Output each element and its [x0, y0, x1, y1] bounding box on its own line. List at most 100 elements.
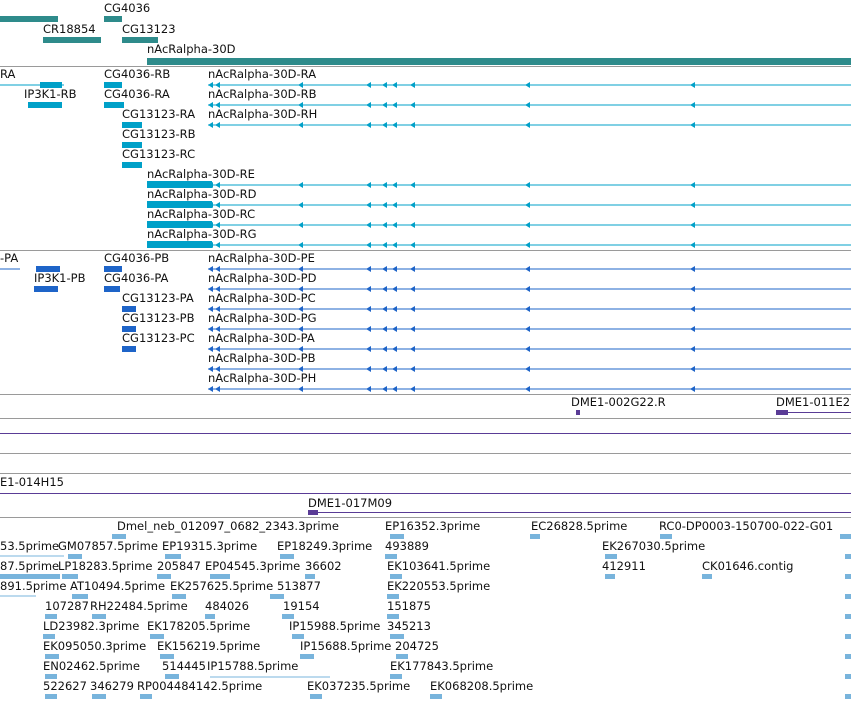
feature-label[interactable]: nAcRalpha-30D-PG — [208, 311, 317, 325]
feature-label[interactable]: DME1-017M09 — [308, 496, 393, 510]
feature-label[interactable]: EK095050.3prime — [43, 639, 147, 653]
feature-label[interactable]: 493889 — [385, 539, 429, 553]
feature-label[interactable]: 514445 — [162, 659, 206, 673]
gene-feature[interactable] — [0, 16, 58, 22]
feature-label[interactable]: EK156219.5prime — [157, 639, 261, 653]
clone-feature[interactable] — [776, 410, 788, 415]
feature-label[interactable]: IP15788.5prime — [207, 659, 299, 673]
transcript-glyphs-ra[interactable] — [0, 82, 851, 248]
feature-label[interactable]: LP18283.5prime — [58, 559, 153, 573]
feature-label[interactable]: EK068208.5prime — [430, 679, 534, 693]
feature-label[interactable]: EP18249.3prime — [277, 539, 373, 553]
feature-label[interactable]: 891.5prime — [0, 579, 67, 593]
feature-label[interactable]: EK178205.5prime — [147, 619, 251, 633]
feature-label[interactable]: CG4036-RB — [104, 67, 171, 81]
feature-label[interactable]: RA — [0, 67, 16, 81]
clone-feature[interactable] — [786, 412, 851, 413]
feature-label[interactable]: 204725 — [395, 639, 439, 653]
strand-arrow — [215, 242, 220, 248]
strand-arrow — [366, 122, 371, 128]
feature-label[interactable]: 484026 — [205, 599, 249, 613]
feature-label[interactable]: nAcRalpha-30D-PA — [208, 331, 315, 345]
feature-label[interactable]: nAcRalpha-30D-PE — [208, 251, 315, 265]
feature-label[interactable]: 513877 — [277, 579, 321, 593]
feature-label[interactable]: CG4036-RA — [104, 87, 170, 101]
feature-label[interactable]: nAcRalpha-30D-RB — [208, 87, 317, 101]
feature-label[interactable]: EK037235.5prime — [307, 679, 411, 693]
feature-label[interactable]: IP15688.5prime — [300, 639, 392, 653]
gene-feature[interactable] — [43, 37, 101, 43]
feature-label[interactable]: DME1-002G22.R — [571, 395, 666, 409]
clone-feature[interactable] — [0, 493, 851, 494]
feature-label[interactable]: CG13123-PC — [122, 331, 195, 345]
feature-label[interactable]: CG13123-RA — [122, 107, 196, 121]
feature-label[interactable]: IP15988.5prime — [289, 619, 381, 633]
feature-label[interactable]: CG4036-PA — [104, 271, 169, 285]
clone-feature[interactable] — [0, 433, 851, 434]
feature-label[interactable]: -PA — [0, 251, 19, 265]
feature-label[interactable]: IP3K1-PB — [34, 271, 86, 285]
feature-label[interactable]: CG13123 — [122, 22, 176, 36]
clone-feature[interactable] — [308, 510, 318, 515]
feature-label[interactable]: nAcRalpha-30D-PB — [208, 351, 316, 365]
feature-label[interactable]: nAcRalpha-30D-PC — [208, 291, 316, 305]
feature-label[interactable]: nAcRalpha-30D-RD — [147, 187, 257, 201]
feature-label[interactable]: EP16352.3prime — [385, 519, 481, 533]
feature-label[interactable]: EK103641.5prime — [387, 559, 491, 573]
feature-label[interactable]: EN02462.5prime — [43, 659, 140, 673]
feature-label[interactable]: RH22484.5prime — [90, 599, 188, 613]
feature-label[interactable]: EK267030.5prime — [602, 539, 706, 553]
feature-label[interactable]: 205847 — [157, 559, 201, 573]
feature-label[interactable]: CG13123-RB — [122, 127, 196, 141]
feature-label[interactable]: GM07857.5prime — [58, 539, 158, 553]
feature-label[interactable]: nAcRalpha-30D-PD — [208, 271, 317, 285]
feature-label[interactable]: 19154 — [283, 599, 320, 613]
gene-feature[interactable] — [122, 37, 158, 43]
feature-label[interactable]: AT10494.5prime — [70, 579, 166, 593]
feature-label[interactable]: DME1-011E2 — [776, 395, 851, 409]
feature-label[interactable]: EK220553.5prime — [387, 579, 491, 593]
feature-label[interactable]: nAcRalpha-30D-RG — [147, 227, 257, 241]
feature-label[interactable]: CG13123-PB — [122, 311, 195, 325]
feature-label[interactable]: RP004484142.5prime — [137, 679, 263, 693]
est-glyphs[interactable] — [0, 534, 851, 699]
feature-label[interactable]: 87.5prime — [0, 559, 60, 573]
clone-feature[interactable] — [576, 410, 580, 415]
feature-label[interactable]: LD23982.3prime — [43, 619, 140, 633]
feature-label[interactable]: 151875 — [387, 599, 431, 613]
feature-label[interactable]: Dmel_neb_012097_0682_2343.3prime — [117, 519, 339, 533]
feature-label[interactable]: EP04545.3prime — [205, 559, 301, 573]
gene-feature[interactable] — [147, 58, 851, 65]
feature-label[interactable]: CG13123-PA — [122, 291, 194, 305]
feature-label[interactable]: CR18854 — [43, 22, 96, 36]
feature-label[interactable]: 107287 — [45, 599, 89, 613]
feature-label[interactable]: CG4036-PB — [104, 251, 170, 265]
strand-arrow — [392, 182, 397, 188]
feature-label[interactable]: EK257625.5prime — [170, 579, 274, 593]
feature-label[interactable]: CG4036 — [104, 1, 151, 15]
feature-label[interactable]: EK177843.5prime — [390, 659, 494, 673]
feature-label[interactable]: 346279 — [90, 679, 134, 693]
feature-label[interactable]: nAcRalpha-30D-PH — [208, 371, 317, 385]
clone-feature[interactable] — [316, 512, 851, 513]
feature-label[interactable]: E1-014H15 — [0, 475, 64, 489]
feature-label[interactable]: CK01646.contig — [702, 559, 794, 573]
feature-label[interactable]: 522627 — [43, 679, 87, 693]
feature-label[interactable]: 345213 — [387, 619, 431, 633]
feature-label[interactable]: 36602 — [305, 559, 342, 573]
feature-label[interactable]: nAcRalpha-30D-RC — [147, 207, 256, 221]
feature-label[interactable]: nAcRalpha-30D-RH — [208, 107, 318, 121]
feature-label[interactable]: nAcRalpha-30D — [147, 42, 236, 56]
feature-label[interactable]: 53.5prime — [0, 539, 60, 553]
feature-label[interactable]: 412911 — [602, 559, 646, 573]
transcript-glyphs-pa[interactable] — [0, 266, 851, 390]
feature-label[interactable]: RC0-DP0003-150700-022-G01 — [659, 519, 834, 533]
feature-label[interactable]: nAcRalpha-30D-RE — [147, 167, 255, 181]
feature-label[interactable]: EP19315.3prime — [162, 539, 258, 553]
feature-label[interactable]: nAcRalpha-30D-RA — [208, 67, 317, 81]
strand-arrow — [690, 222, 695, 228]
feature-label[interactable]: IP3K1-RB — [24, 87, 77, 101]
gene-feature[interactable] — [104, 16, 122, 22]
feature-label[interactable]: CG13123-RC — [122, 147, 196, 161]
feature-label[interactable]: EC26828.5prime — [531, 519, 628, 533]
